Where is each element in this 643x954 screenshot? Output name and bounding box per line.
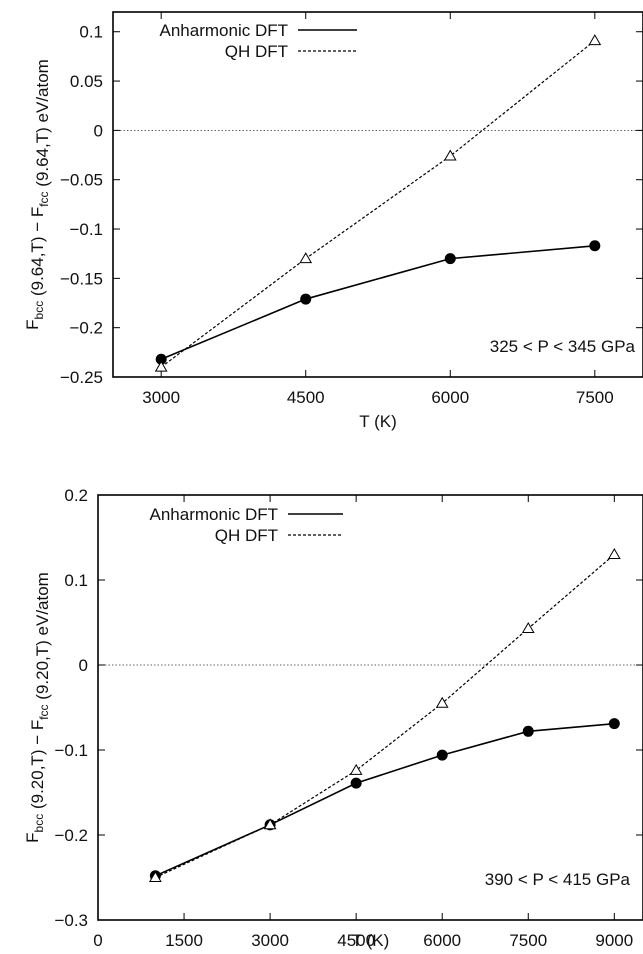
legend-entry-label: Anharmonic DFT (150, 505, 278, 524)
x-tick-label: 3000 (142, 388, 180, 407)
anharmonic-dft-point (522, 725, 534, 737)
y-axis-label-part: (9.64,T) − F (28, 207, 47, 301)
qh-dft-point (299, 252, 313, 264)
qh-dft-point (154, 360, 168, 372)
y-tick-label: −0.3 (54, 911, 88, 930)
x-axis-label: T (K) (352, 931, 389, 950)
y-tick-label: −0.2 (69, 319, 103, 338)
anharmonic-dft-series-line (155, 722, 615, 877)
anharmonic-dft-point (155, 353, 167, 365)
x-tick-label: 0 (93, 931, 102, 950)
y-tick-label: 0.2 (64, 486, 88, 505)
plot-frame (97, 494, 643, 921)
x-tick-label: 6000 (423, 931, 461, 950)
qh-dft-point (588, 34, 602, 46)
legend-entry-label: Anharmonic DFT (160, 21, 288, 40)
qh-dft-point (435, 696, 449, 708)
anharmonic-dft-series-line (160, 245, 595, 360)
anharmonic-dft-point (608, 718, 620, 730)
anharmonic-dft-point (300, 293, 312, 305)
anharmonic-dft-point (589, 240, 601, 252)
y-tick-label: −0.1 (69, 220, 103, 239)
y-axis-label-part: (9.64,T) eV/atom (33, 59, 52, 191)
y-axis-label-part: F (23, 832, 42, 842)
qh-dft-series-line (160, 40, 596, 368)
plot-frame (112, 11, 643, 378)
y-axis-label-subscript: fcc (37, 704, 51, 719)
pressure-range-annotation: 325 < P < 345 GPa (490, 337, 636, 356)
y-tick-label: −0.2 (54, 826, 88, 845)
y-axis-label-part: (9.20,T) eV/atom (33, 572, 52, 704)
x-tick-label: 4500 (337, 931, 375, 950)
qh-dft-point (521, 621, 535, 633)
x-tick-label: 9000 (595, 931, 633, 950)
y-axis-label: Fbcc (9.20,T) − Ffcc (9.20,T) eV/atom (23, 572, 52, 843)
y-tick-label: 0.1 (64, 571, 88, 590)
x-axis-label: T (K) (359, 412, 396, 431)
x-tick-label: 6000 (431, 388, 469, 407)
y-tick-label: 0.1 (79, 23, 103, 42)
y-tick-label: 0 (79, 656, 88, 675)
y-axis-label-part: F (23, 319, 42, 329)
y-axis-label-subscript: bcc (32, 301, 46, 320)
anharmonic-dft-point (444, 253, 456, 265)
pressure-range-annotation: 390 < P < 415 GPa (485, 870, 631, 889)
qh-dft-point (443, 149, 457, 161)
anharmonic-dft-point (436, 749, 448, 761)
legend-entry-label: QH DFT (225, 42, 288, 61)
legend-entry-label: QH DFT (215, 526, 278, 545)
qh-dft-point (149, 871, 162, 882)
y-tick-label: −0.05 (60, 171, 103, 190)
x-tick-label: 1500 (165, 931, 203, 950)
qh-dft-point (349, 763, 363, 775)
y-axis-label-part: (9.20,T) − F (28, 720, 47, 814)
y-tick-label: −0.25 (60, 368, 103, 387)
y-tick-label: −0.15 (60, 269, 103, 288)
x-tick-label: 7500 (509, 931, 547, 950)
qh-dft-point (607, 548, 621, 559)
y-axis-label-subscript: fcc (37, 191, 51, 206)
y-axis-label-subscript: bcc (32, 814, 46, 833)
qh-dft-series-line (155, 554, 615, 879)
top-chart-panel: −0.25 −0.2 −0.15 −0.1 −0.05 0 0.05 0.1 3000 4500 6… (23, 11, 643, 431)
bottom-chart-panel: −0.3 −0.2 −0.1 0 0.1 0.2 0 1500 3000 4500 6000 7500… (23, 486, 643, 950)
x-tick-label: 3000 (251, 931, 289, 950)
anharmonic-dft-point (350, 777, 362, 789)
x-tick-label: 4500 (287, 388, 325, 407)
y-tick-label: 0.05 (70, 72, 103, 91)
y-tick-label: −0.1 (54, 741, 88, 760)
y-axis-label: Fbcc (9.64,T) − Ffcc (9.64,T) eV/atom (23, 59, 52, 330)
x-tick-label: 7500 (576, 388, 614, 407)
qh-dft-point (263, 818, 277, 830)
y-tick-label: 0 (94, 121, 103, 140)
